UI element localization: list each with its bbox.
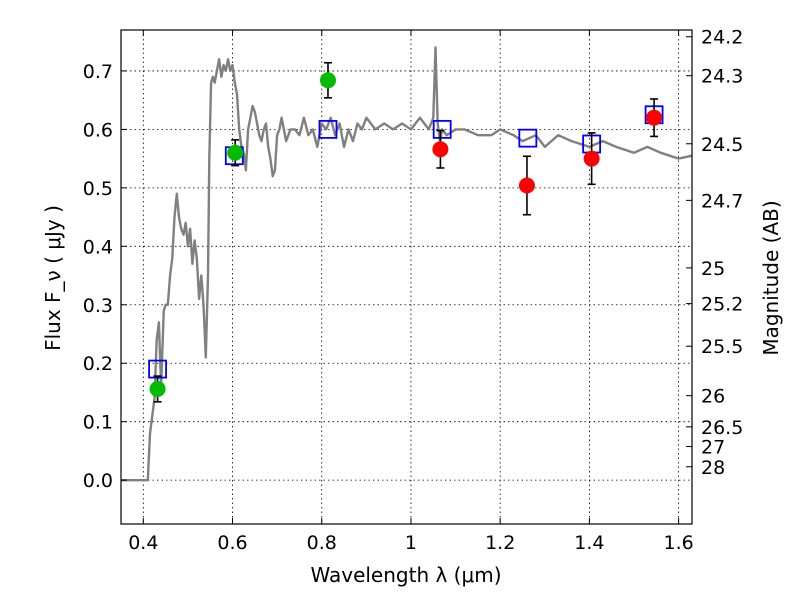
y-tick-label: 0.4 (83, 236, 113, 258)
y-tick-label: 0.2 (83, 353, 113, 375)
magnitude-tick-label: 28 (701, 457, 725, 479)
x-tick-label: 1 (405, 532, 417, 554)
x-tick-label: 1.2 (485, 532, 515, 554)
y-tick-label: 0.3 (83, 295, 113, 317)
observed-point (518, 177, 535, 194)
x-tick-label: 1.4 (574, 532, 604, 554)
plot-frame (120, 29, 693, 525)
y-tick-label: 0.6 (83, 119, 113, 141)
magnitude-tick-label: 24.2 (701, 27, 743, 49)
y-tick-label: 0.7 (83, 61, 113, 83)
y2-axis-title: Magnitude (AB) (759, 200, 783, 355)
y-tick-label: 0.1 (83, 412, 113, 434)
tick-labels: 0.4 0.6 0.8 1 1.2 1.4 1.6 0.0 0.1 0.2 0.3 0.4 0.5 0.6… (83, 27, 744, 554)
observed-point (227, 144, 244, 161)
x-tick-label: 0.6 (217, 532, 247, 554)
observed-point (149, 380, 166, 397)
x-axis-title: Wavelength λ (μm) (310, 563, 501, 587)
y-tick-label: 0.0 (83, 470, 113, 492)
tick-marks (121, 30, 692, 524)
magnitude-tick-label: 25.2 (701, 294, 743, 316)
y-tick-label: 0.5 (83, 178, 113, 200)
magnitude-tick-label: 25 (701, 258, 725, 280)
magnitude-tick-label: 24.3 (701, 66, 743, 88)
magnitude-tick-label: 25.5 (701, 336, 743, 358)
model-square-marker (432, 119, 452, 139)
grid-lines (121, 30, 692, 524)
observed-point (646, 109, 663, 126)
magnitude-tick-label: 24.7 (701, 190, 743, 212)
magnitude-tick-label: 24.5 (701, 134, 743, 156)
x-tick-label: 0.8 (307, 532, 337, 554)
spectrum-layer (121, 46, 693, 482)
model-square-marker (518, 128, 538, 148)
magnitude-tick-label: 26.5 (701, 417, 743, 439)
observed-point (319, 72, 336, 89)
spectrum-line (121, 46, 693, 482)
x-tick-label: 0.4 (128, 532, 158, 554)
y-axis-title: Flux F_ν ( μJy ) (41, 205, 65, 351)
model-square-marker (318, 119, 338, 139)
observed-point (432, 141, 449, 158)
observed-point (583, 150, 600, 167)
marker-layer (148, 61, 664, 403)
x-tick-label: 1.6 (664, 532, 694, 554)
magnitude-tick-label: 27 (701, 437, 725, 459)
magnitude-tick-label: 26 (701, 386, 725, 408)
